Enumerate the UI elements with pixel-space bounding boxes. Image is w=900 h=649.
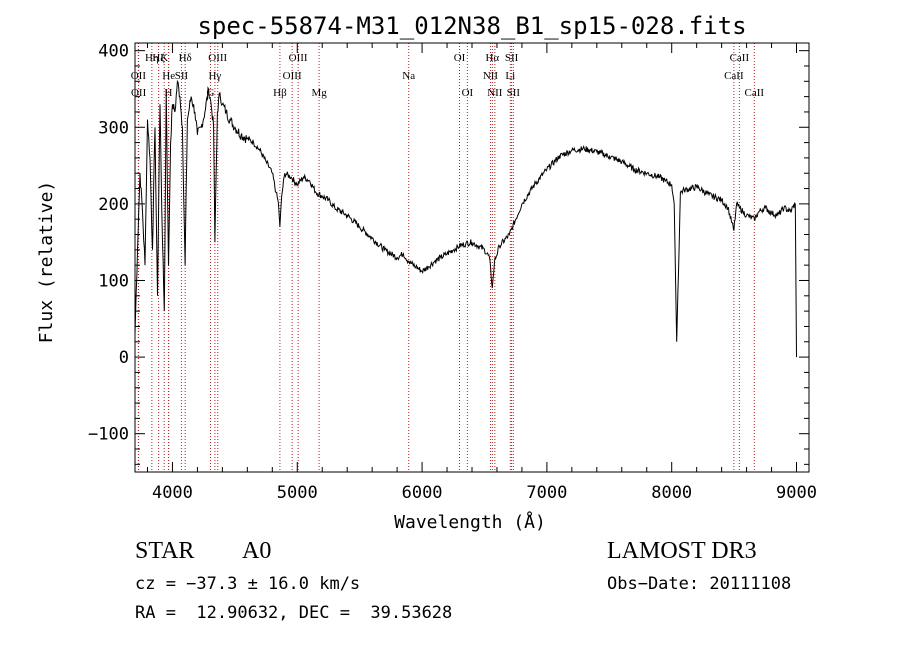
line-label: OIII	[208, 52, 227, 64]
y-tick-label: 100	[98, 271, 129, 291]
line-label: Na	[402, 70, 415, 82]
plot-frame	[134, 42, 810, 473]
line-label: OII	[131, 87, 147, 99]
x-tick-label: 6000	[402, 483, 443, 503]
y-tick-label: 200	[98, 195, 129, 215]
x-tick-label: 4000	[152, 483, 193, 503]
line-label: CaII	[730, 52, 750, 64]
line-label: NII	[487, 87, 503, 99]
line-label: H	[164, 87, 172, 99]
line-label: Li	[505, 70, 515, 82]
line-label: Hδ	[179, 52, 192, 64]
line-label: OI	[462, 87, 474, 99]
x-tick-label: 5000	[277, 483, 318, 503]
line-label: SII	[175, 70, 189, 82]
line-label: G	[207, 87, 215, 99]
y-tick-label: 0	[119, 348, 129, 368]
line-label: SII	[505, 52, 519, 64]
x-axis-label: Wavelength (Å)	[394, 511, 546, 533]
y-tick-label: −100	[88, 425, 129, 445]
y-tick-label: 300	[98, 118, 129, 138]
x-tick-label: 9000	[776, 483, 817, 503]
line-markers	[137, 43, 755, 472]
redshift-velocity: cz = −37.3 ± 16.0 km/s	[135, 574, 361, 594]
line-label: NII	[483, 70, 499, 82]
line-label: SII	[507, 87, 521, 99]
y-tick-label: 400	[98, 42, 129, 62]
line-label: Hζ	[152, 52, 165, 64]
survey-name: LAMOST DR3	[607, 538, 757, 564]
coordinates: RA = 12.90632, DEC = 39.53628	[135, 603, 453, 623]
line-label: K	[160, 52, 168, 64]
line-label: Hη	[145, 52, 159, 64]
chart-title: spec-55874-M31_012N38_B1_sp15-028.fits	[197, 12, 746, 40]
line-label: OIII	[283, 70, 302, 82]
spectrum-line	[134, 79, 797, 358]
object-subclass: A0	[242, 538, 272, 564]
line-label: OII	[131, 70, 147, 82]
line-label: OIII	[289, 52, 308, 64]
x-tick-label: 7000	[526, 483, 567, 503]
line-label: CaII	[745, 87, 765, 99]
x-axis-ticks: 4000 5000 6000 7000 8000 9000	[146, 43, 817, 503]
y-axis-label: Flux (relative)	[36, 181, 57, 344]
line-label: Hα	[485, 52, 499, 64]
line-label: Hγ	[208, 70, 221, 82]
observation-date: Obs−Date: 20111108	[607, 574, 792, 594]
line-label: Hβ	[273, 87, 287, 99]
y-axis-ticks: −100 0 100 200 300 400	[88, 42, 809, 465]
line-label: CaII	[724, 70, 744, 82]
line-label: Mg	[311, 87, 327, 99]
object-class: STAR	[135, 538, 195, 564]
line-label: He	[162, 70, 175, 82]
x-tick-label: 8000	[651, 483, 692, 503]
line-label: OI	[454, 52, 466, 64]
